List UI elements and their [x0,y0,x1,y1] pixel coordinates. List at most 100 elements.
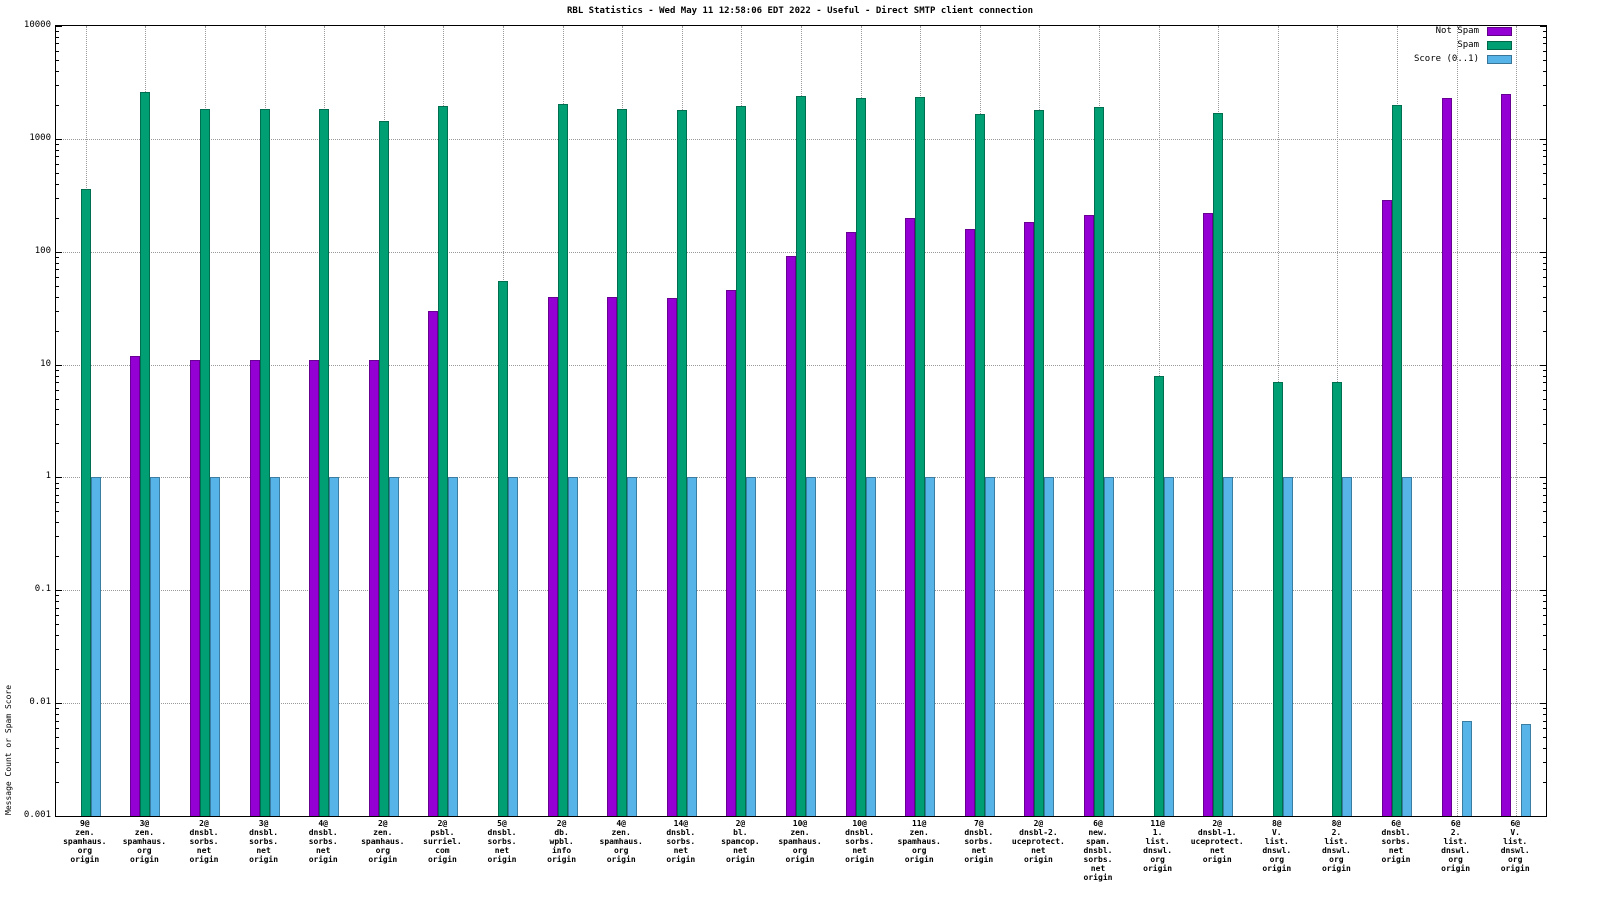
x-category-label: 2@ dnsbl-1. uceprotect. net origin [1190,819,1244,864]
y-minor-tick [1543,85,1546,86]
y-minor-tick [1543,389,1546,391]
y-tick-label: 1 [45,471,51,482]
bar-spam-2 [200,108,210,816]
y-minor-tick [1543,369,1546,371]
bar-score-0-1--7 [508,477,518,816]
bar-score-0-1--24 [1521,724,1532,816]
y-major-tick [56,816,62,817]
y-major-tick [56,26,62,27]
legend-item-not-spam: Not Spam [1414,26,1512,36]
y-minor-tick [56,262,59,264]
legend-label: Not Spam [1435,26,1479,36]
bar-score-0-1--16 [1044,477,1055,816]
y-major-tick [1540,816,1546,817]
bar-not-spam-19 [1203,213,1214,816]
x-category-label: 11@ zen. spamhaus. org origin [897,819,941,864]
y-major-tick [56,703,62,705]
bar-score-0-1--4 [329,477,340,816]
y-minor-tick [56,748,59,750]
y-tick-label: 100 [34,245,51,256]
legend-item-spam: Spam [1414,40,1512,50]
y-minor-tick [1543,285,1546,287]
bar-score-0-1--6 [448,477,459,816]
y-minor-tick [56,669,59,671]
y-major-tick [1540,703,1546,705]
y-minor-tick [1543,104,1546,106]
bar-score-0-1--0 [90,477,101,816]
y-minor-tick [1543,31,1546,33]
bar-spam-10 [676,110,687,816]
bar-score-0-1--5 [388,477,399,816]
y-minor-tick [1543,762,1546,764]
bar-not-spam-4 [309,359,320,816]
y-minor-tick [1543,269,1546,271]
y-minor-tick [1543,172,1546,174]
bar-not-spam-12 [786,255,796,816]
y-minor-tick [1543,70,1546,72]
bar-spam-1 [140,92,151,816]
bar-not-spam-8 [547,296,558,816]
y-minor-tick [56,522,59,524]
y-minor-tick [1543,635,1546,637]
y-minor-tick [1543,624,1546,626]
y-minor-tick [1543,149,1546,151]
y-minor-tick [1543,51,1546,53]
plot-area [55,25,1547,817]
x-category-label: 9@ zen. spamhaus. org origin [63,819,107,864]
x-category-label: 14@ dnsbl. sorbs. net origin [666,819,696,864]
bar-spam-20 [1272,382,1283,816]
bar-not-spam-13 [845,231,856,816]
y-tick-label: 10000 [23,20,51,30]
bar-not-spam-10 [666,297,677,816]
y-major-tick [56,138,62,140]
y-minor-tick [56,310,59,312]
bar-spam-16 [1034,110,1045,816]
bar-spam-11 [736,106,747,816]
y-minor-tick [56,728,59,730]
y-minor-tick [1543,728,1546,730]
x-category-label: 6@ V. list. dnswl. org origin [1500,819,1530,873]
legend-swatch [1487,54,1512,64]
bar-spam-19 [1213,112,1224,816]
y-minor-tick [56,708,59,710]
y-minor-tick [1543,782,1546,784]
bar-score-0-1--15 [984,477,995,816]
y-minor-tick [1543,556,1546,558]
y-minor-tick [56,720,59,722]
x-category-label: 2@ dnsbl-2. uceprotect. net origin [1011,819,1065,864]
y-minor-tick [56,163,59,165]
bar-not-spam-17 [1084,215,1094,816]
y-tick-label: 0.01 [29,697,51,708]
y-minor-tick [1543,443,1546,445]
y-major-tick [56,477,62,479]
bar-spam-0 [80,188,91,816]
y-minor-tick [56,398,59,400]
y-minor-tick [56,51,59,53]
y-minor-tick [56,85,59,86]
y-minor-tick [56,43,59,45]
y-minor-tick [1543,511,1546,513]
y-minor-tick [56,649,59,651]
y-minor-tick [1543,720,1546,722]
y-major-tick [56,364,62,366]
y-minor-tick [56,269,59,271]
bar-score-0-1--21 [1342,477,1353,816]
y-minor-tick [56,607,59,609]
y-minor-tick [1543,737,1546,739]
bar-spam-14 [915,96,926,816]
x-category-label: 2@ zen. spamhaus. org origin [361,819,405,864]
legend-item-score-0-1-: Score (0..1) [1414,54,1512,64]
y-minor-tick [1543,43,1546,45]
y-major-tick [1540,590,1546,592]
y-minor-tick [56,144,59,146]
y-minor-tick [1543,197,1546,199]
bar-spam-4 [319,108,330,816]
y-minor-tick [56,511,59,513]
y-minor-tick [1543,310,1546,312]
bar-score-0-1--14 [925,477,936,816]
bar-spam-22 [1392,104,1402,816]
y-minor-tick [56,482,59,484]
bar-score-0-1--2 [210,477,220,816]
y-minor-tick [56,31,59,33]
y-minor-tick [1543,649,1546,651]
